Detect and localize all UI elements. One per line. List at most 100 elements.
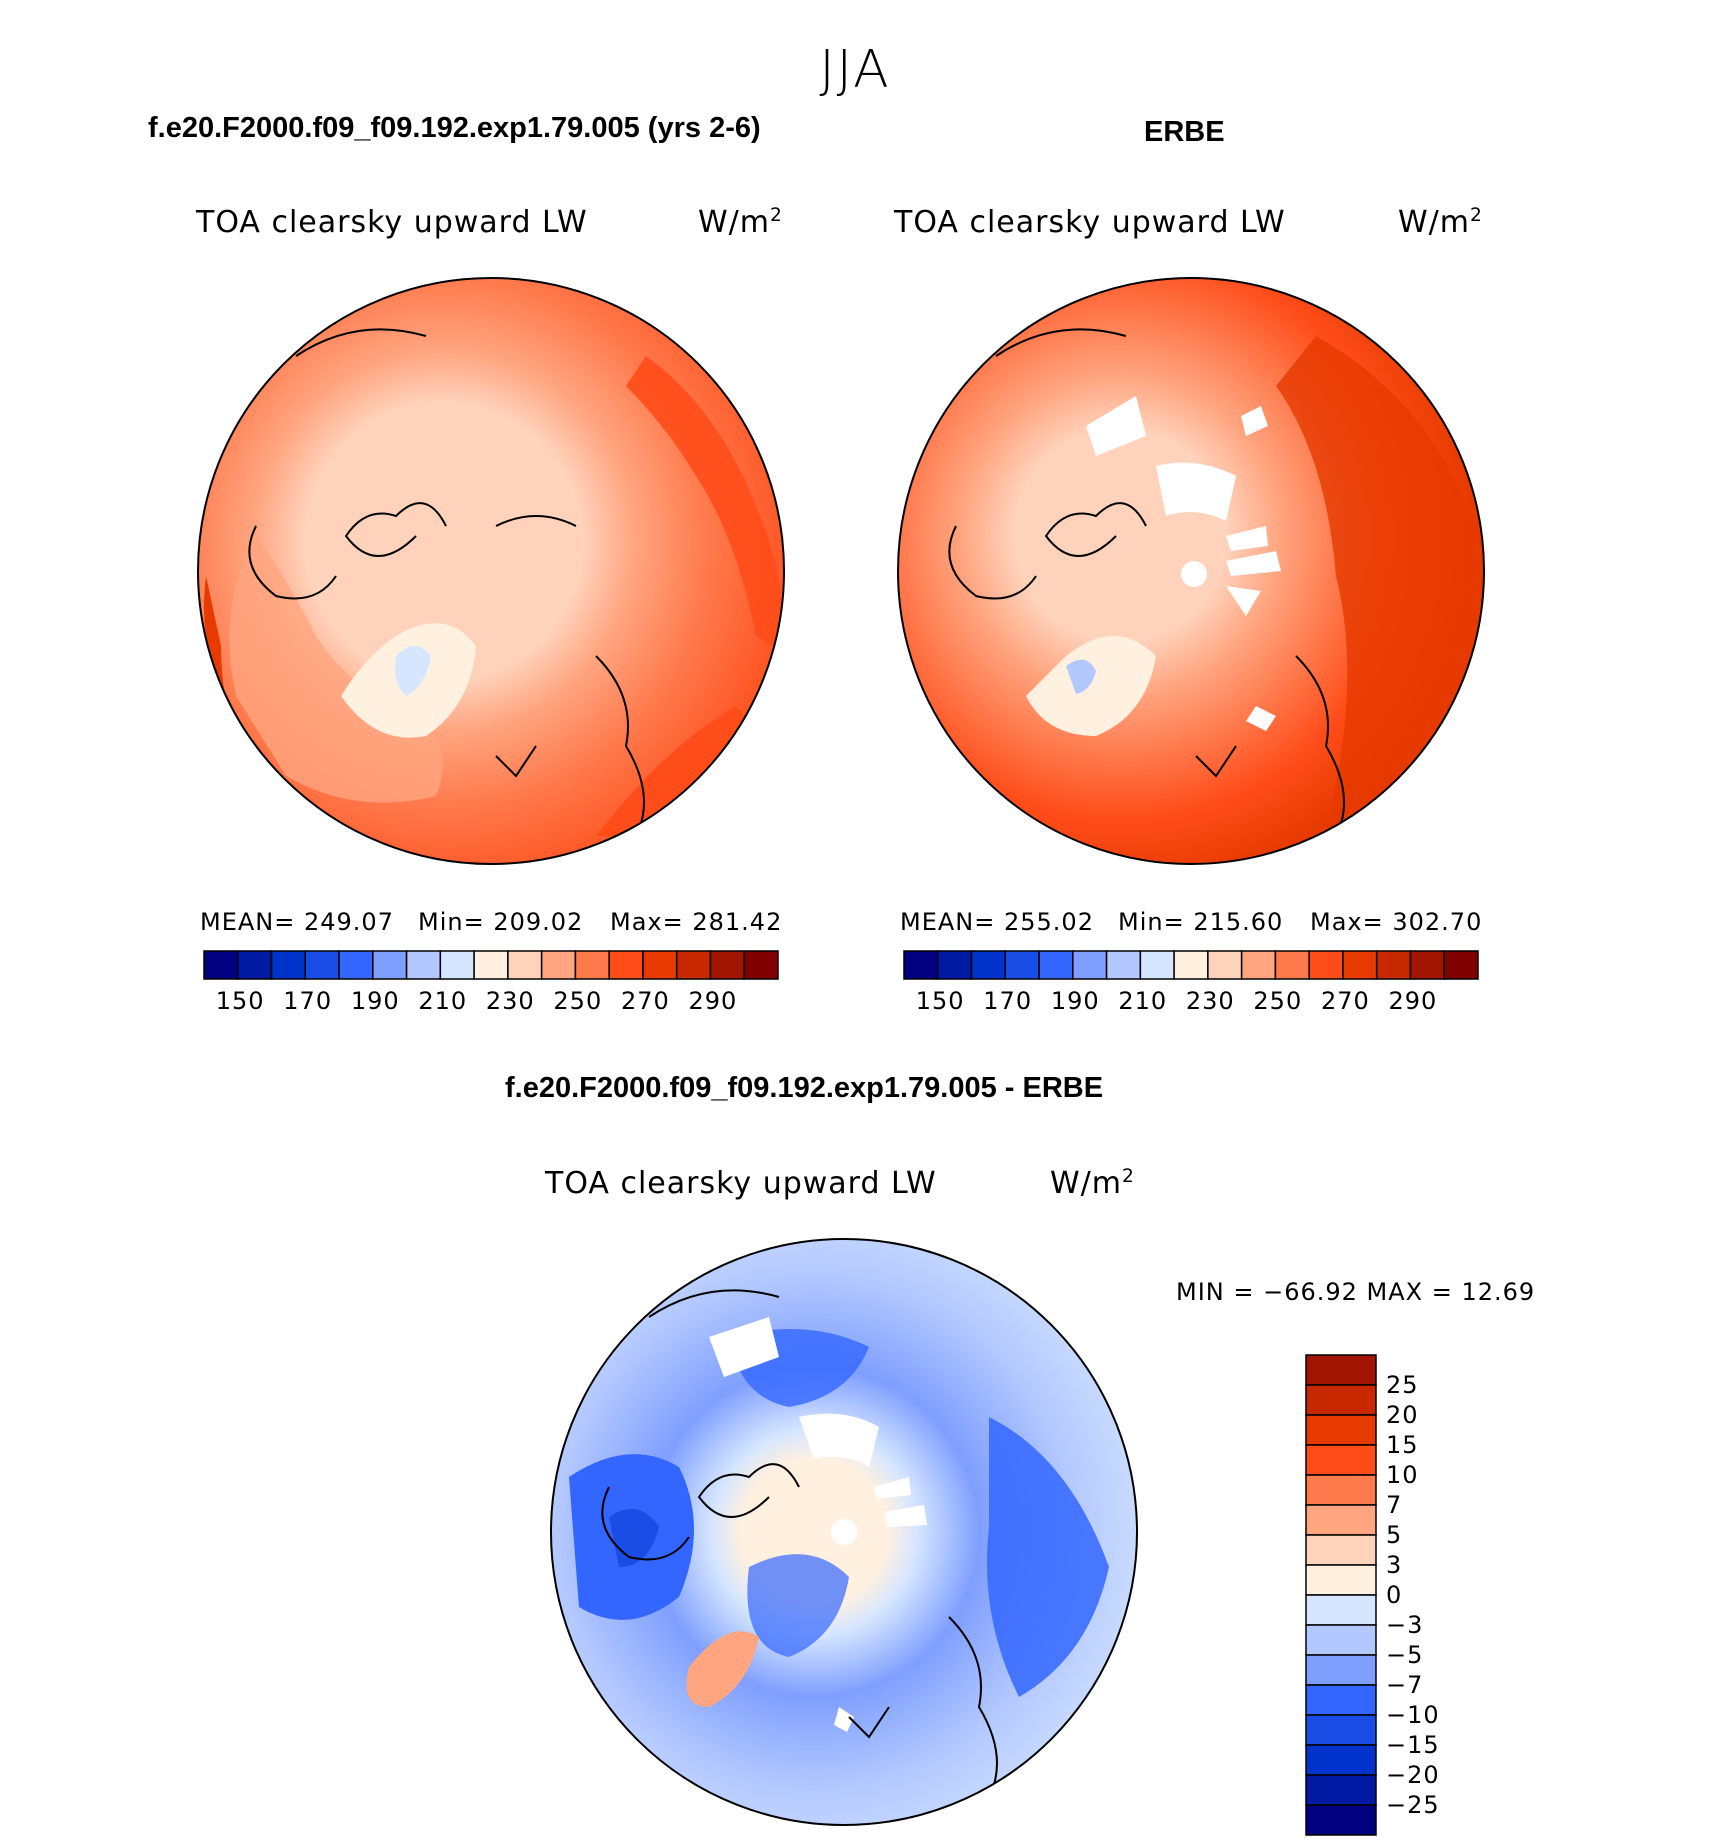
colorbar-swatch <box>608 950 644 980</box>
colorbar-swatch <box>1305 1624 1377 1656</box>
colorbar-tick-label: 210 <box>418 987 468 1015</box>
colorbar-swatch <box>1207 950 1243 980</box>
colorbar-tick-label: 250 <box>1253 987 1303 1015</box>
obs-min-label: Min= 215.60 <box>1118 908 1284 936</box>
colorbar-swatch <box>937 950 973 980</box>
colorbar-tick-label: 10 <box>1386 1461 1419 1489</box>
diff-variable-label: TOA clearsky upward LW <box>545 1166 937 1201</box>
colorbar-swatch <box>1305 1744 1377 1776</box>
model-variable-label: TOA clearsky upward LW <box>196 205 588 240</box>
colorbar-swatch <box>574 950 610 980</box>
colorbar-swatch <box>270 950 307 980</box>
colorbar-swatch <box>1305 1534 1377 1566</box>
obs-case-title: ERBE <box>1144 116 1225 148</box>
colorbar-swatch <box>1305 1774 1377 1806</box>
colorbar-tick-label: 230 <box>1185 987 1235 1015</box>
colorbar-swatch <box>642 950 678 980</box>
model-min-label: Min= 209.02 <box>418 908 584 936</box>
colorbar-tick-label: 190 <box>1050 987 1100 1015</box>
colorbar-swatch <box>439 950 475 980</box>
diff-units-label: W/m2 <box>1050 1166 1135 1201</box>
colorbar-tick-label: 170 <box>283 987 333 1015</box>
colorbar-tick-label: 15 <box>1386 1431 1419 1459</box>
colorbar-swatch <box>1305 1714 1377 1746</box>
colorbar-swatch <box>675 950 712 980</box>
obs-colorbar <box>903 950 1479 980</box>
colorbar-swatch <box>540 950 577 980</box>
colorbar-tick-label: 20 <box>1386 1401 1419 1429</box>
colorbar-tick-label: 250 <box>553 987 603 1015</box>
colorbar-swatch <box>1105 950 1142 980</box>
colorbar-swatch <box>903 950 939 980</box>
colorbar-tick-label: 270 <box>1320 987 1370 1015</box>
model-max-label: Max= 281.42 <box>610 908 783 936</box>
colorbar-tick-label: −10 <box>1386 1701 1440 1729</box>
obs-polar-map <box>897 277 1485 865</box>
colorbar-swatch <box>1305 1474 1377 1506</box>
colorbar-tick-label: 270 <box>620 987 670 1015</box>
colorbar-swatch <box>203 950 239 980</box>
obs-units-label: W/m2 <box>1398 205 1483 240</box>
diff-colorbar <box>1305 1354 1377 1836</box>
colorbar-swatch <box>507 950 543 980</box>
colorbar-swatch <box>1375 950 1412 980</box>
colorbar-swatch <box>1305 1654 1377 1686</box>
colorbar-swatch <box>338 950 374 980</box>
colorbar-swatch <box>1305 1564 1377 1596</box>
colorbar-tick-label: −25 <box>1386 1791 1440 1819</box>
model-units-label: W/m2 <box>698 205 783 240</box>
colorbar-swatch <box>405 950 442 980</box>
model-colorbar <box>203 950 779 980</box>
colorbar-tick-label: 290 <box>1388 987 1438 1015</box>
colorbar-swatch <box>1072 950 1108 980</box>
colorbar-tick-label: 25 <box>1386 1371 1419 1399</box>
colorbar-swatch <box>1409 950 1445 980</box>
colorbar-swatch <box>304 950 340 980</box>
colorbar-swatch <box>237 950 273 980</box>
colorbar-swatch <box>1305 1384 1377 1416</box>
colorbar-swatch <box>1240 950 1277 980</box>
colorbar-tick-label: 0 <box>1386 1581 1403 1609</box>
colorbar-swatch <box>1305 1444 1377 1476</box>
colorbar-swatch <box>709 950 745 980</box>
colorbar-tick-label: 150 <box>215 987 265 1015</box>
colorbar-swatch <box>1305 1504 1377 1536</box>
colorbar-tick-label: 290 <box>688 987 738 1015</box>
colorbar-tick-label: 7 <box>1386 1491 1403 1519</box>
colorbar-swatch <box>473 950 509 980</box>
colorbar-swatch <box>1342 950 1378 980</box>
colorbar-tick-label: 210 <box>1118 987 1168 1015</box>
colorbar-tick-label: 190 <box>350 987 400 1015</box>
colorbar-swatch <box>1038 950 1074 980</box>
colorbar-swatch <box>1305 1594 1377 1626</box>
colorbar-swatch <box>1305 1684 1377 1716</box>
model-mean-label: MEAN= 249.07 <box>200 908 394 936</box>
colorbar-tick-label: −5 <box>1386 1641 1424 1669</box>
obs-variable-label: TOA clearsky upward LW <box>894 205 1286 240</box>
colorbar-tick-label: −15 <box>1386 1731 1440 1759</box>
colorbar-swatch <box>1004 950 1040 980</box>
colorbar-swatch <box>743 950 779 980</box>
colorbar-tick-label: 230 <box>485 987 535 1015</box>
colorbar-tick-label: 170 <box>983 987 1033 1015</box>
colorbar-swatch <box>1305 1804 1377 1836</box>
obs-max-label: Max= 302.70 <box>1310 908 1483 936</box>
colorbar-swatch <box>1139 950 1175 980</box>
model-case-title: f.e20.F2000.f09_f09.192.exp1.79.005 (yrs… <box>148 112 761 144</box>
colorbar-swatch <box>970 950 1007 980</box>
colorbar-tick-label: −20 <box>1386 1761 1440 1789</box>
colorbar-swatch <box>372 950 408 980</box>
colorbar-tick-label: 3 <box>1386 1551 1403 1579</box>
colorbar-tick-label: 5 <box>1386 1521 1403 1549</box>
colorbar-tick-label: −7 <box>1386 1671 1424 1699</box>
diff-minmax-label: MIN = −66.92 MAX = 12.69 <box>1176 1278 1536 1306</box>
season-title: JJA <box>819 40 891 100</box>
colorbar-swatch <box>1305 1354 1377 1386</box>
colorbar-tick-label: −3 <box>1386 1611 1424 1639</box>
colorbar-swatch <box>1305 1414 1377 1446</box>
colorbar-tick-label: 150 <box>915 987 965 1015</box>
colorbar-swatch <box>1443 950 1479 980</box>
diff-polar-map <box>550 1238 1138 1826</box>
colorbar-swatch <box>1173 950 1209 980</box>
colorbar-swatch <box>1308 950 1344 980</box>
